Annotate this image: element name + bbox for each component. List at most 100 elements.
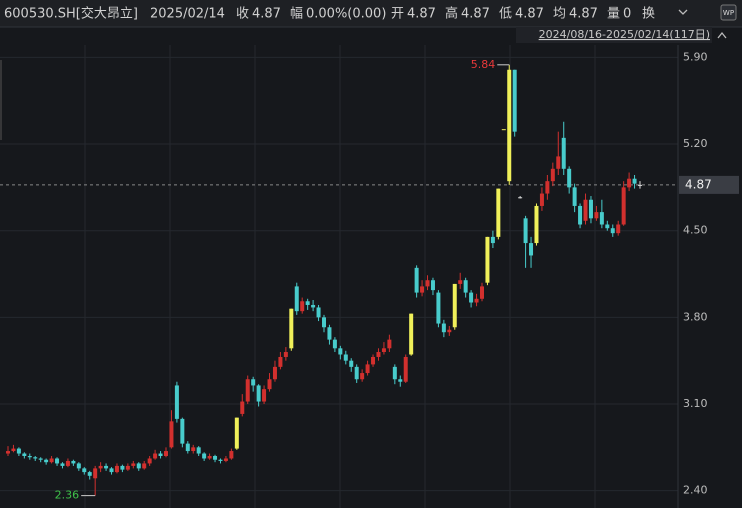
candle-body <box>523 218 528 244</box>
candle-body <box>294 286 299 312</box>
candle-body <box>545 181 550 194</box>
candle-body <box>76 463 81 469</box>
candle-body <box>496 188 501 237</box>
candle-body <box>365 364 370 374</box>
candle-body <box>436 292 441 324</box>
candle-body <box>387 339 392 349</box>
candle-body <box>332 339 337 349</box>
min-label: 2.36 <box>55 489 80 502</box>
candle-body <box>539 193 544 206</box>
candle-body <box>349 360 354 367</box>
candle-body <box>398 379 403 382</box>
symbol: 600530.SH[交大昂立] <box>4 6 138 22</box>
candle-body <box>49 458 54 463</box>
candle-body <box>458 280 463 284</box>
candle-body <box>191 447 196 452</box>
header-value: 0.00%(0.00) <box>306 7 386 22</box>
header-value: 4.87 <box>461 7 490 22</box>
candle-body <box>22 453 27 457</box>
candle-body <box>599 212 604 225</box>
candle-body <box>245 379 250 402</box>
candle-body <box>278 356 283 367</box>
candle-body <box>403 356 408 382</box>
candle-body <box>147 458 152 464</box>
candle-body <box>490 236 495 244</box>
candle-body <box>316 307 321 318</box>
candle-body <box>174 385 179 419</box>
candle-body <box>327 327 332 340</box>
candle-body <box>44 459 49 463</box>
candle-body <box>567 168 572 188</box>
candle-body <box>480 286 484 299</box>
candle-body <box>180 418 185 444</box>
candle-body <box>594 212 599 219</box>
candle-body <box>529 243 534 256</box>
header-label: 收 <box>236 7 249 22</box>
dropdown-icon[interactable] <box>678 9 688 15</box>
candle-body <box>169 421 174 448</box>
candle-body <box>283 352 288 357</box>
candle-body <box>256 385 261 402</box>
candle-body <box>27 456 32 458</box>
candle-body <box>71 460 76 464</box>
header-label: 开 <box>391 7 404 22</box>
candle-body <box>452 283 457 328</box>
y-tick-label: 5.90 <box>683 50 708 63</box>
candle-body <box>638 184 642 186</box>
candle-body <box>430 280 435 291</box>
candle-body <box>289 308 294 349</box>
turnover: 换 <box>642 7 655 22</box>
candle-body <box>360 373 365 380</box>
candle-body <box>87 472 92 476</box>
candle-body <box>104 465 109 469</box>
candle-body <box>414 267 419 293</box>
candle-body <box>534 205 539 244</box>
date: 2025/02/14 <box>150 7 225 22</box>
candle-body <box>120 465 125 470</box>
candle-body <box>621 187 626 225</box>
candle-body <box>409 313 414 355</box>
candle-body <box>6 451 10 454</box>
candle-body <box>185 443 190 452</box>
candle-body <box>556 156 561 169</box>
candle-body <box>213 456 218 460</box>
candle-body <box>381 348 386 353</box>
candle-body <box>114 465 119 473</box>
candle-body <box>518 197 523 199</box>
header-label: 量 <box>607 7 620 22</box>
candle-body <box>550 168 555 182</box>
candle-body <box>572 187 577 206</box>
candle-body <box>627 178 632 188</box>
candle-body <box>441 323 446 333</box>
candle-body <box>234 417 239 449</box>
header-label: 幅 <box>290 7 303 22</box>
candle-body <box>33 457 38 459</box>
candle-body <box>463 280 468 293</box>
y-tick-label: 3.80 <box>683 310 708 323</box>
candle-body <box>300 301 305 312</box>
candle-body <box>338 348 343 355</box>
candle-body <box>561 137 566 169</box>
candle-body <box>262 389 267 402</box>
header-value: 4.87 <box>569 7 598 22</box>
range-box <box>516 27 712 43</box>
candle-body <box>425 280 430 287</box>
range-label[interactable]: 2024/08/16-2025/02/14(117日) <box>539 28 710 41</box>
collapse-icon[interactable] <box>717 31 727 39</box>
candle-body <box>82 468 87 473</box>
candle-body <box>501 129 506 131</box>
candle-body <box>109 468 114 473</box>
candle-body <box>207 456 212 459</box>
candle-body <box>218 459 223 461</box>
last-price-box <box>679 175 739 194</box>
candle-body <box>583 199 588 221</box>
candle-body <box>38 458 43 460</box>
candle-body <box>60 463 65 466</box>
wp-icon[interactable] <box>720 4 737 21</box>
candle-body <box>251 379 256 386</box>
candle-body <box>474 298 479 303</box>
candle-body <box>507 69 512 182</box>
candle-body <box>447 329 452 333</box>
y-tick-label: 5.20 <box>683 137 708 150</box>
